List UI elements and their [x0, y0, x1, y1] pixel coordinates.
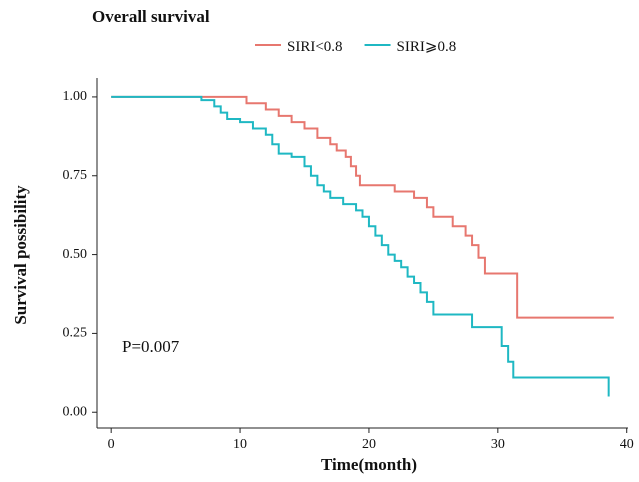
survival-line	[111, 95, 610, 397]
y-tick-label: 0.00	[63, 404, 88, 419]
x-tick-label: 40	[620, 437, 634, 452]
y-tick-label: 0.50	[63, 247, 88, 262]
y-axis-label: Survival possibility	[11, 185, 30, 325]
chart-title: Overall survival	[92, 7, 210, 26]
annotation: P=0.007	[122, 337, 180, 356]
y-tick-label: 0.25	[63, 326, 88, 341]
legend-label: SIRI<0.8	[287, 39, 343, 55]
x-tick-label: 30	[491, 437, 505, 452]
y-tick-label: 0.75	[63, 168, 88, 183]
y-tick-label: 1.00	[63, 89, 88, 104]
x-tick-label: 10	[233, 437, 247, 452]
x-axis-label: Time(month)	[321, 455, 417, 474]
x-tick-label: 20	[362, 437, 376, 452]
legend-label: SIRI⩾0.8	[397, 39, 457, 55]
survival-line	[111, 95, 614, 319]
x-tick-label: 0	[108, 437, 115, 452]
